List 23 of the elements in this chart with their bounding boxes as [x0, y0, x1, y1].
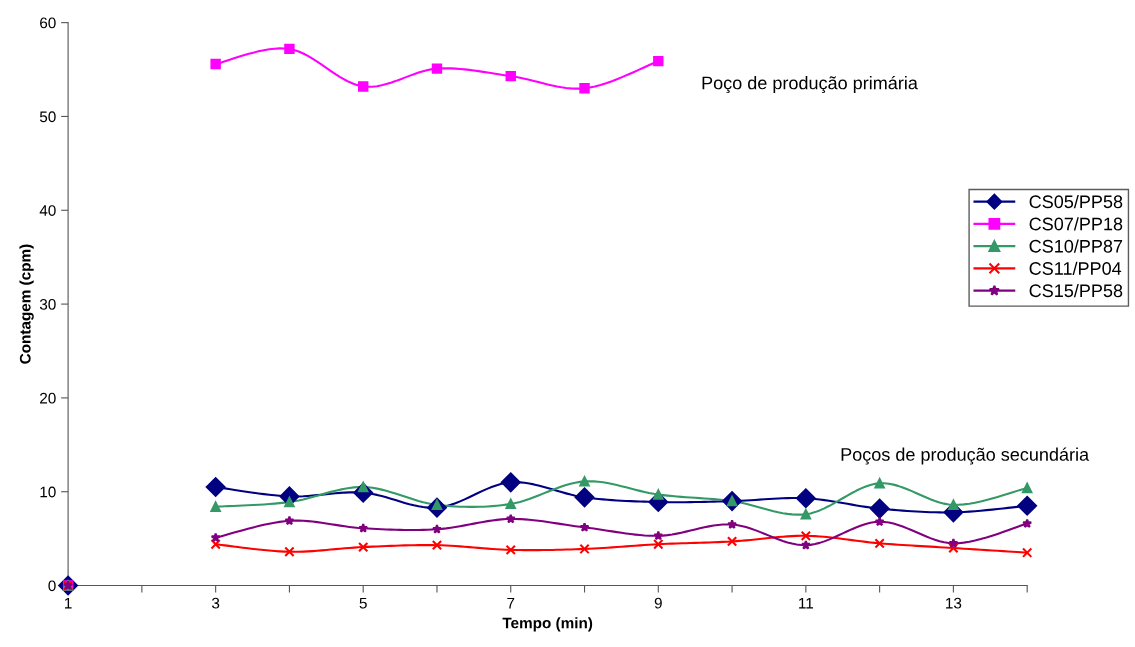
- y-tick-label: 50: [39, 111, 56, 123]
- x-axis-title: Tempo (min): [502, 617, 593, 632]
- x-tick-label: 11: [799, 597, 814, 609]
- legend-label: CS07/PP18: [1029, 217, 1123, 231]
- x-tick-label: 7: [507, 597, 515, 609]
- y-tick-label: 10: [40, 486, 56, 498]
- y-tick-label: 20: [40, 392, 56, 404]
- x-tick-label: 9: [654, 597, 662, 609]
- y-tick-label: 0: [48, 580, 56, 592]
- legend-label: CS05/PP58: [1029, 194, 1123, 209]
- y-tick-label: 40: [39, 205, 56, 216]
- legend-label: CS10/PP87: [1029, 239, 1123, 253]
- y-tick-label: 30: [39, 298, 56, 310]
- y-tick-label: 60: [40, 17, 56, 29]
- x-tick-label: 13: [946, 597, 962, 609]
- y-axis-title: Contagem (cpm): [19, 244, 34, 364]
- annotation: Poço de produção primária: [702, 75, 918, 94]
- legend-label: CS15/PP58: [1029, 283, 1123, 298]
- x-tick-label: 5: [359, 597, 367, 609]
- annotation: Poços de produção secundária: [841, 447, 1090, 465]
- x-tick-label: 3: [211, 597, 220, 609]
- x-tick-label: 1: [65, 597, 72, 609]
- legend-label: CS11/PP04: [1029, 261, 1122, 275]
